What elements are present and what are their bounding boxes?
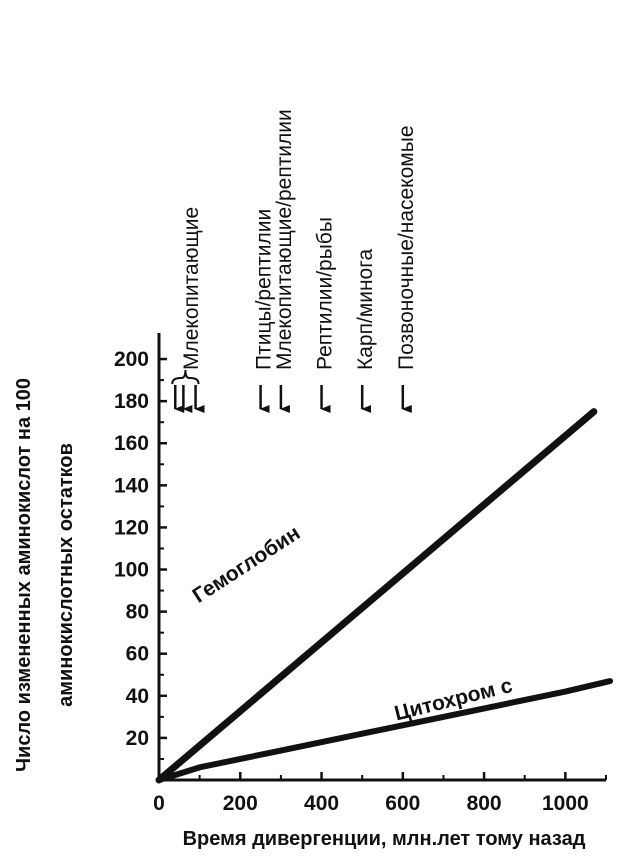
y-tick-label: 60	[126, 643, 149, 666]
divergence-event-label: Карп/минога	[354, 249, 377, 370]
x-tick-label: 1000	[542, 792, 589, 815]
y-tick-label: 180	[114, 390, 149, 413]
y-axis-label: Число измененных аминокислот на 100	[13, 378, 35, 772]
y-tick-label: 120	[114, 516, 149, 539]
group-brace	[171, 369, 200, 385]
x-tick-label: 200	[223, 792, 258, 815]
y-tick-label: 20	[126, 727, 149, 750]
series-line-cytochrome-c	[156, 678, 614, 783]
x-tick-label: 0	[153, 792, 165, 815]
series-line-hemoglobin	[155, 408, 598, 784]
y-tick-label: 100	[114, 559, 149, 582]
series-label: Гемоглобин	[189, 521, 305, 607]
y-tick-label: 80	[126, 601, 149, 624]
divergence-event-label: Млекопитающие	[180, 207, 203, 370]
x-tick-label: 800	[467, 792, 502, 815]
x-tick-label: 600	[385, 792, 420, 815]
y-tick-label: 200	[114, 348, 149, 371]
divergence-event-label: Птицы/рептилии	[253, 209, 276, 370]
y-tick-label: 160	[114, 432, 149, 455]
x-tick-label: 400	[304, 792, 339, 815]
divergence-event-label: Рептилии/рыбы	[314, 217, 337, 370]
y-tick-label: 40	[126, 685, 149, 708]
y-axis-label-line-2: аминокислотных остатков	[55, 443, 77, 707]
divergence-event-label: Позвоночные/насекомые	[395, 126, 418, 371]
divergence-event-label: Млекопитающие/рептилии	[273, 109, 296, 370]
y-tick-label: 140	[114, 474, 149, 497]
x-axis-label: Время дивергенции, млн.лет тому назад	[183, 828, 586, 850]
